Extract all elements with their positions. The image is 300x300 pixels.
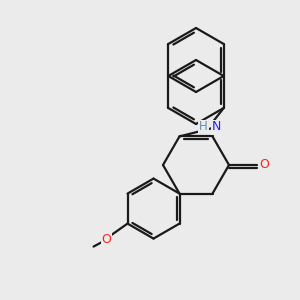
Text: O: O	[102, 233, 112, 246]
Text: H: H	[199, 121, 208, 134]
Text: O: O	[259, 158, 269, 172]
Text: N: N	[212, 121, 221, 134]
